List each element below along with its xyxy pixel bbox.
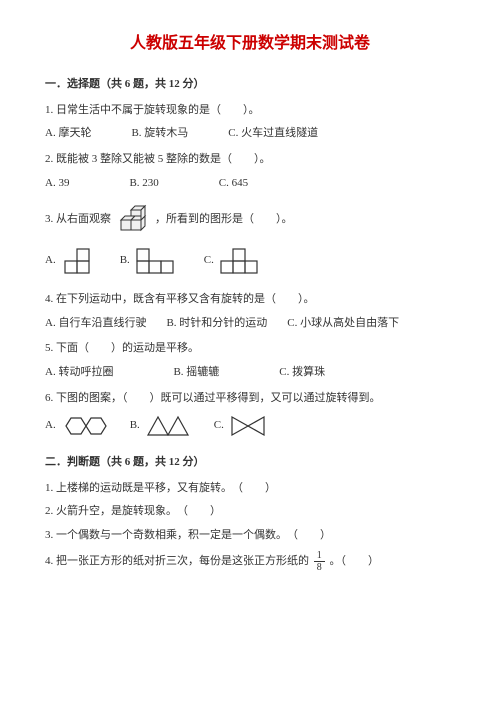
q3-pre: 3. 从右面观察	[45, 210, 111, 230]
q4-c: C. 小球从高处自由落下	[287, 314, 399, 334]
j4: 4. 把一张正方形的纸对折三次，每份是这张正方形纸的 1 8 。（ ）	[45, 550, 455, 573]
q6-a: A.	[45, 416, 56, 436]
shape-a-icon	[60, 246, 100, 276]
frac-den: 8	[314, 562, 325, 573]
q1-b: B. 旋转木马	[131, 124, 188, 144]
q5-options: A. 转动呼拉圈 B. 摇辘辘 C. 拨算珠	[45, 363, 455, 383]
j3: 3. 一个偶数与一个奇数相乘，积一定是一个偶数。 （ ）	[45, 526, 455, 546]
q4-text: 4. 在下列运动中，既含有平移又含有旋转的是（ ）。	[45, 290, 455, 310]
j2: 2. 火箭升空，是旋转现象。 （ ）	[45, 502, 455, 522]
q3-line: 3. 从右面观察 ，所看到的图形是（ ）。	[45, 200, 455, 240]
q3-a: A.	[45, 251, 56, 271]
q1-text: 1. 日常生活中不属于旋转现象的是（ ）。	[45, 101, 455, 121]
q5-text: 5. 下面（ ）的运动是平移。	[45, 339, 455, 359]
hexagons-icon	[60, 413, 110, 439]
q4-options: A. 自行车沿直线行驶 B. 时针和分针的运动 C. 小球从高处自由落下	[45, 314, 455, 334]
q2-b: B. 230	[129, 174, 158, 194]
q3-options: A. B. C.	[45, 246, 455, 276]
q5-c: C. 拨算珠	[279, 363, 325, 383]
q3-post: ，所看到的图形是（ ）。	[155, 210, 293, 230]
q4-b: B. 时针和分针的运动	[166, 314, 267, 334]
q3-c: C.	[204, 251, 214, 271]
q1-c: C. 火车过直线隧道	[228, 124, 318, 144]
q2-options: A. 39 B. 230 C. 645	[45, 174, 455, 194]
q6-text: 6. 下图的图案，（ ）既可以通过平移得到，又可以通过旋转得到。	[45, 389, 455, 409]
j4-pre: 4. 把一张正方形的纸对折三次，每份是这张正方形纸的	[45, 555, 309, 567]
section1-heading: 一．选择题（共 6 题，共 12 分）	[45, 75, 455, 95]
shape-c-icon	[218, 246, 268, 276]
q6-b: B.	[130, 416, 140, 436]
q4-a: A. 自行车沿直线行驶	[45, 314, 146, 334]
j1: 1. 上楼梯的运动既是平移，又有旋转。 （ ）	[45, 479, 455, 499]
q1-options: A. 摩天轮 B. 旋转木马 C. 火车过直线隧道	[45, 124, 455, 144]
section2-heading: 二．判断题（共 6 题，共 12 分）	[45, 453, 455, 473]
q2-a: A. 39	[45, 174, 69, 194]
triangles-icon	[144, 413, 194, 439]
q6-options: A. B. C.	[45, 413, 455, 439]
cube-figure-icon	[111, 200, 155, 240]
q5-a: A. 转动呼拉圈	[45, 363, 113, 383]
q2-text: 2. 既能被 3 整除又能被 5 整除的数是（ ）。	[45, 150, 455, 170]
q3-b: B.	[120, 251, 130, 271]
shape-b-icon	[134, 246, 184, 276]
frac-num: 1	[314, 550, 325, 562]
j4-post: 。（ ）	[330, 555, 380, 567]
q1-a: A. 摩天轮	[45, 124, 91, 144]
page-title: 人教版五年级下册数学期末测试卷	[45, 30, 455, 59]
q2-c: C. 645	[219, 174, 248, 194]
q5-b: B. 摇辘辘	[173, 363, 219, 383]
bowtie-icon	[228, 413, 268, 439]
fraction-icon: 1 8	[314, 550, 325, 573]
q6-c: C.	[214, 416, 224, 436]
